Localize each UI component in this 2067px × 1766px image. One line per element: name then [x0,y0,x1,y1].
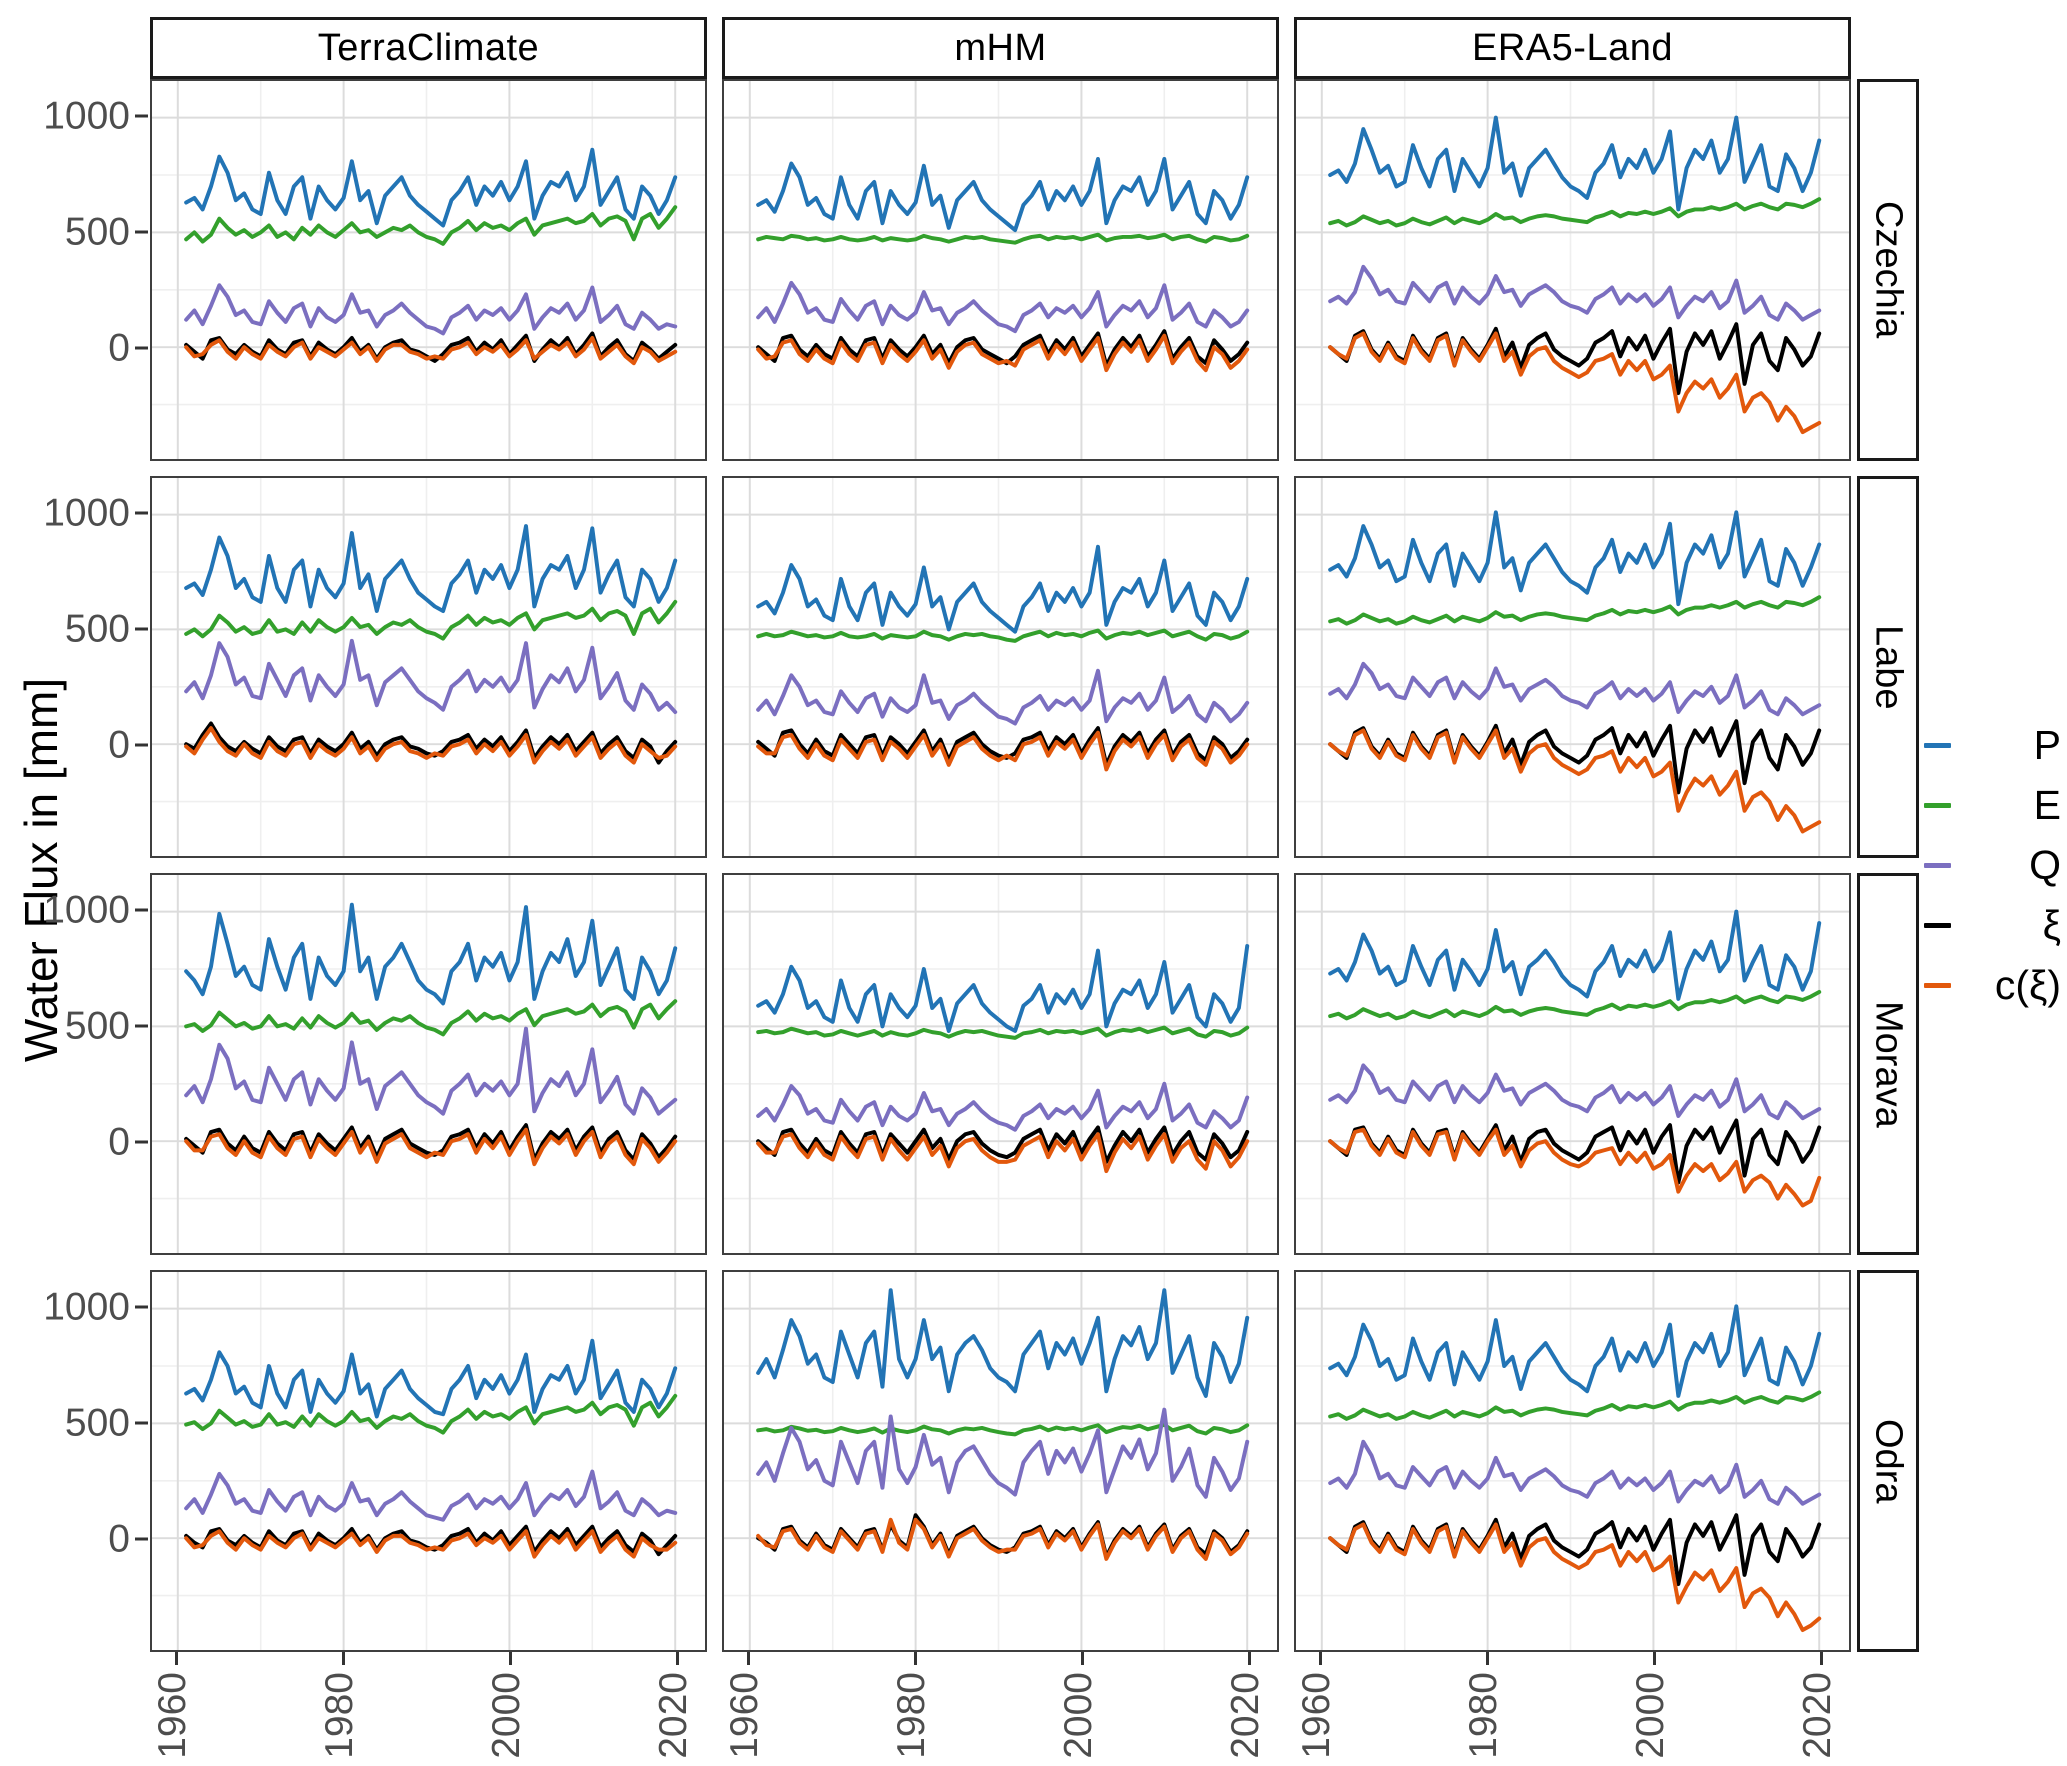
x-tick-label: 2020 [1224,1672,1267,1759]
y-tick-mark [135,346,148,350]
legend: P E Q ξ c(ξ) [1919,79,2067,1652]
e-line-swatch [1924,802,1951,808]
x-tick-mark [675,1652,679,1665]
q-line-swatch [1924,863,1951,868]
y-tick-mark [135,1305,148,1309]
legend-label-e: E [2033,781,2061,828]
x-tick-mark [1819,1652,1823,1665]
y-tick-mark [135,1537,148,1541]
y-axis-czechia: 1000 500 0 [0,79,150,461]
legend-label-q: Q [2029,841,2061,888]
facet-column-header-terraclimate: TerraClimate [150,17,707,79]
y-tick-label: 500 [64,1401,130,1445]
panel-czechia-mhm [722,79,1279,461]
facet-row-header-odra: Odra [1857,1270,1919,1652]
legend-item-q: Q [1924,841,2061,888]
y-tick-mark [135,743,148,747]
panel-czechia-terraclimate [150,79,707,461]
panel-odra-era5-land [1294,1270,1851,1652]
y-tick-mark [135,1140,148,1144]
legend-item-e: E [1924,781,2061,828]
x-tick-label: 2020 [1796,1672,1839,1759]
legend-item-c-xi: c(ξ) [1924,963,2061,1008]
y-tick-label: 1000 [43,888,130,932]
x-tick-mark [508,1652,512,1665]
facet-row-header-morava: Morava [1857,873,1919,1255]
y-tick-label: 1000 [43,94,130,138]
y-tick-label: 0 [108,723,130,767]
x-tick-mark [341,1652,345,1665]
panel-morava-mhm [722,873,1279,1255]
panel-odra-terraclimate [150,1270,707,1652]
x-tick-label: 1980 [1462,1672,1505,1759]
legend-item-p: P [1924,721,2061,768]
y-axis-morava: 1000 500 0 [0,873,150,1255]
p-line-swatch [1924,742,1951,748]
x-axis-terraclimate: 1960 1980 2000 2020 [150,1652,707,1762]
x-tick-mark [1652,1652,1656,1665]
panel-morava-era5-land [1294,873,1851,1255]
x-tick-mark [1080,1652,1084,1665]
x-tick-label: 2020 [652,1672,695,1759]
panel-morava-terraclimate [150,873,707,1255]
legend-item-xi: ξ [1924,902,2061,949]
x-axis-mhm: 1960 1980 2000 2020 [722,1652,1279,1762]
xi-line-swatch [1924,923,1951,929]
y-tick-label: 0 [108,326,130,370]
y-tick-mark [135,230,148,234]
panel-labe-mhm [722,476,1279,858]
x-tick-mark [746,1652,750,1665]
y-axis-odra: 1000 500 0 [0,1270,150,1652]
x-tick-mark [1318,1652,1322,1665]
x-tick-mark [1485,1652,1489,1665]
legend-label-p: P [2033,721,2061,768]
y-tick-label: 0 [108,1120,130,1164]
x-tick-label: 2000 [1057,1672,1100,1759]
y-tick-mark [135,114,148,118]
y-tick-label: 500 [64,210,130,254]
y-tick-mark [135,908,148,912]
x-tick-label: 1960 [723,1672,766,1759]
c-xi-line-swatch [1924,983,1951,989]
legend-label-c-xi: c(ξ) [1994,962,2061,1009]
x-tick-label: 2000 [1629,1672,1672,1759]
y-axis-labe: 1000 500 0 [0,476,150,858]
panel-czechia-era5-land [1294,79,1851,461]
x-tick-label: 1980 [890,1672,933,1759]
y-tick-label: 500 [64,607,130,651]
facet-row-header-labe: Labe [1857,476,1919,858]
x-tick-label: 2000 [485,1672,528,1759]
y-tick-mark [135,1421,148,1425]
x-tick-label: 1960 [151,1672,194,1759]
x-tick-mark [913,1652,917,1665]
facet-column-header-mhm: mHM [722,17,1279,79]
panel-labe-era5-land [1294,476,1851,858]
facet-row-header-czechia: Czechia [1857,79,1919,461]
x-tick-label: 1980 [318,1672,361,1759]
x-tick-mark [174,1652,178,1665]
y-tick-label: 1000 [43,491,130,535]
y-tick-mark [135,511,148,515]
y-tick-label: 0 [108,1517,130,1561]
y-tick-mark [135,1024,148,1028]
y-tick-label: 500 [64,1004,130,1048]
facet-column-header-era5-land: ERA5-Land [1294,17,1851,79]
x-tick-mark [1247,1652,1251,1665]
x-tick-label: 1960 [1295,1672,1338,1759]
x-axis-era5-land: 1960 1980 2000 2020 [1294,1652,1851,1762]
y-tick-mark [135,627,148,631]
panel-labe-terraclimate [150,476,707,858]
y-tick-label: 1000 [43,1285,130,1329]
panel-odra-mhm [722,1270,1279,1652]
legend-label-xi: ξ [2042,902,2061,949]
